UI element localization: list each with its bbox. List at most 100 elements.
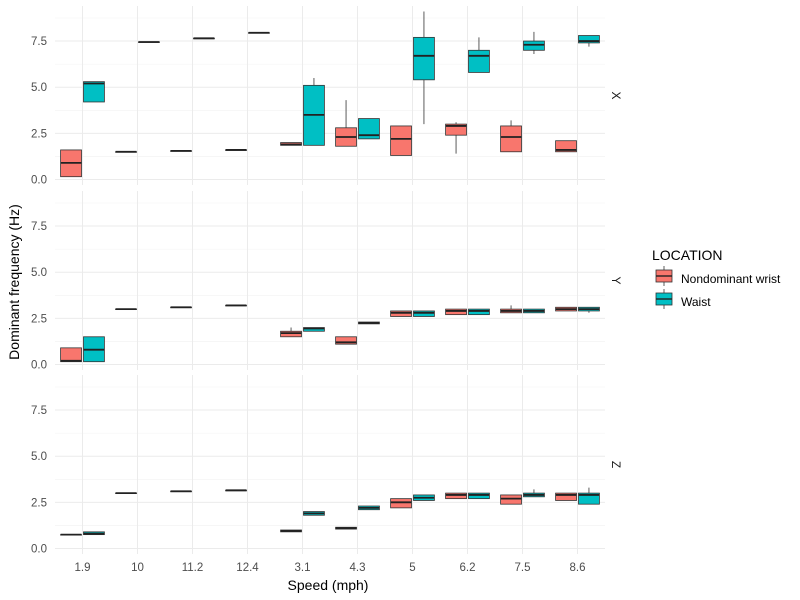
box-waist-1.9 (83, 531, 105, 536)
y-tick-label: 7.5 (31, 221, 47, 233)
box-nondominant-wrist-10 (115, 308, 137, 311)
y-tick-label: 0.0 (31, 543, 47, 555)
legend-label-waist: Waist (681, 295, 711, 309)
box-iqr (445, 492, 467, 500)
x-axis-title: Speed (mph) (288, 577, 369, 593)
x-tick-label: 4.3 (350, 562, 366, 574)
box-iqr (500, 494, 522, 505)
box-nondominant-wrist-1.9 (60, 533, 82, 536)
facet-strip-x: X (609, 91, 623, 99)
box-iqr (335, 336, 357, 345)
box-waist-4.3 (358, 505, 380, 511)
box-waist-6.2 (468, 308, 490, 316)
box-iqr (468, 308, 490, 316)
box-nondominant-wrist-8.6 (555, 140, 577, 153)
box-nondominant-wrist-5 (390, 125, 412, 156)
box-nondominant-wrist-8.6 (555, 492, 577, 501)
y-tick-label: 0.0 (31, 359, 47, 371)
box-nondominant-wrist-6.2 (445, 308, 467, 316)
x-tick-label: 6.2 (460, 562, 476, 574)
y-tick-label: 5.0 (31, 82, 47, 94)
box-nondominant-wrist-7.5 (500, 305, 522, 314)
box-nondominant-wrist-4.3 (335, 526, 357, 530)
facet-strip-labels: X Y Z (609, 91, 623, 468)
box-waist-8.6 (578, 487, 600, 505)
box-iqr (280, 330, 302, 338)
box-iqr (358, 118, 380, 140)
box-iqr (390, 498, 412, 509)
y-tick-label: 5.0 (31, 267, 47, 279)
x-tick-label: 8.6 (570, 562, 586, 574)
box-waist-3.1 (303, 511, 325, 516)
box-waist-10 (138, 41, 160, 43)
box-iqr (555, 492, 577, 501)
box-iqr (445, 308, 467, 316)
legend: LOCATION Nondominant wrist Waist (652, 247, 781, 309)
box-nondominant-wrist-12.4 (225, 489, 247, 492)
y-axis-title: Dominant frequency (Hz) (6, 204, 22, 360)
box-waist-1.9 (83, 336, 105, 363)
facet-strip-z: Z (609, 461, 623, 468)
box-iqr (390, 310, 412, 317)
box-waist-7.5 (523, 489, 545, 498)
box-iqr (413, 36, 435, 81)
box-waist-4.3 (358, 321, 380, 325)
legend-key-nondominant-wrist (655, 266, 673, 286)
box-iqr (468, 492, 490, 500)
box-nondominant-wrist-5 (390, 498, 412, 509)
box-waist-6.2 (468, 492, 490, 500)
y-tick-label: 7.5 (31, 36, 47, 48)
facet-panels (55, 6, 605, 554)
box-iqr (390, 125, 412, 156)
box-nondominant-wrist-3.1 (280, 327, 302, 338)
box-waist-5 (413, 310, 435, 317)
box-nondominant-wrist-4.3 (335, 336, 357, 345)
box-nondominant-wrist-12.4 (225, 304, 247, 307)
box-waist-1.9 (83, 81, 105, 103)
box-iqr (578, 492, 600, 505)
box-nondominant-wrist-11.2 (170, 306, 192, 309)
box-nondominant-wrist-1.9 (60, 149, 82, 178)
x-tick-label: 11.2 (182, 562, 204, 574)
box-iqr (83, 81, 105, 103)
y-tick-label: 5.0 (31, 451, 47, 463)
box-waist-5 (413, 11, 435, 125)
box-nondominant-wrist-3.1 (280, 142, 302, 146)
box-iqr (413, 310, 435, 317)
box-iqr (555, 140, 577, 153)
facet-panel-y (55, 191, 605, 370)
y-tick-label: 0.0 (31, 174, 47, 186)
legend-keys (655, 266, 673, 309)
y-tick-labels: 0.0 2.5 5.0 7.5 0.0 2.5 5.0 7.5 0.0 2.5 5.0 7.5 (31, 36, 47, 555)
box-nondominant-wrist-11.2 (170, 149, 192, 152)
box-nondominant-wrist-6.2 (445, 122, 467, 154)
box-iqr (60, 347, 82, 363)
box-nondominant-wrist-5 (390, 310, 412, 317)
x-tick-label: 5 (409, 562, 415, 574)
y-tick-label: 2.5 (31, 128, 47, 140)
box-iqr (523, 40, 545, 51)
box-waist-11.2 (193, 37, 215, 40)
y-tick-label: 2.5 (31, 497, 47, 509)
legend-title: LOCATION (652, 247, 723, 263)
legend-key-waist (655, 289, 673, 309)
box-waist-7.5 (523, 308, 545, 314)
box-iqr (578, 35, 600, 44)
x-tick-label: 12.4 (236, 562, 259, 574)
box-nondominant-wrist-1.9 (60, 347, 82, 363)
box-nondominant-wrist-10 (115, 150, 137, 153)
box-iqr (500, 125, 522, 153)
box-waist-3.1 (303, 77, 325, 146)
facet-panel-z (55, 375, 605, 554)
box-waist-4.3 (358, 118, 380, 140)
box-iqr (445, 123, 467, 136)
box-nondominant-wrist-4.3 (335, 100, 357, 147)
facet-strip-y: Y (609, 276, 623, 284)
box-nondominant-wrist-12.4 (225, 149, 247, 151)
x-tick-labels: 1.9 10 11.2 12.4 3.1 4.3 5 6.2 7.5 8.6 (75, 562, 586, 574)
box-nondominant-wrist-7.5 (500, 494, 522, 505)
box-nondominant-wrist-7.5 (500, 120, 522, 153)
x-tick-label: 1.9 (75, 562, 91, 574)
x-tick-label: 10 (131, 562, 144, 574)
